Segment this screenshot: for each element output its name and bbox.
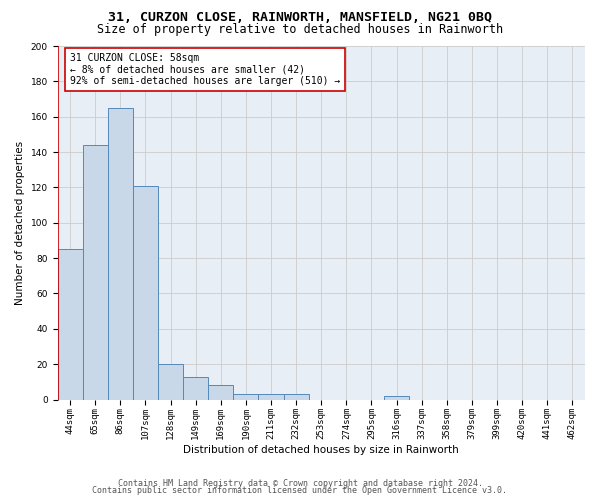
Bar (259, 394, 284, 400)
Bar (58, 250, 83, 400)
Bar (108, 108, 133, 400)
X-axis label: Distribution of detached houses by size in Rainworth: Distribution of detached houses by size … (184, 445, 459, 455)
Bar (183, 376, 208, 400)
Bar (233, 394, 259, 400)
Text: 31, CURZON CLOSE, RAINWORTH, MANSFIELD, NG21 0BQ: 31, CURZON CLOSE, RAINWORTH, MANSFIELD, … (108, 11, 492, 24)
Bar (208, 386, 233, 400)
Y-axis label: Number of detached properties: Number of detached properties (15, 140, 25, 305)
Bar (284, 394, 309, 400)
Text: Contains HM Land Registry data © Crown copyright and database right 2024.: Contains HM Land Registry data © Crown c… (118, 478, 482, 488)
Text: Contains public sector information licensed under the Open Government Licence v3: Contains public sector information licen… (92, 486, 508, 495)
Bar (133, 186, 158, 400)
Bar (384, 396, 409, 400)
Text: 31 CURZON CLOSE: 58sqm
← 8% of detached houses are smaller (42)
92% of semi-deta: 31 CURZON CLOSE: 58sqm ← 8% of detached … (70, 53, 340, 86)
Text: Size of property relative to detached houses in Rainworth: Size of property relative to detached ho… (97, 22, 503, 36)
Bar (158, 364, 183, 400)
Bar (83, 145, 108, 400)
